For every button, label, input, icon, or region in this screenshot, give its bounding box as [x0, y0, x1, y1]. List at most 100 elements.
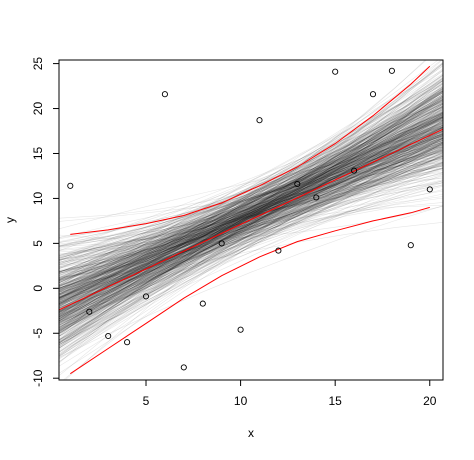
- bootstrap-line: [59, 91, 443, 333]
- bootstrap-line: [59, 102, 443, 334]
- bootstrap-line: [59, 107, 443, 314]
- bootstrap-line: [59, 90, 443, 316]
- bootstrap-line: [59, 95, 443, 349]
- bootstrap-line: [59, 119, 443, 307]
- bootstrap-line: [59, 107, 443, 334]
- bootstrap-line: [59, 127, 443, 238]
- bootstrap-line: [59, 139, 443, 313]
- bootstrap-line: [59, 119, 443, 283]
- bootstrap-line: [59, 93, 443, 331]
- x-tick-label: 5: [143, 394, 150, 408]
- bootstrap-line: [59, 151, 443, 318]
- bootstrap-line: [59, 70, 443, 312]
- bootstrap-line: [59, 142, 443, 281]
- y-tick-label: -10: [31, 369, 45, 387]
- bootstrap-line: [59, 126, 443, 306]
- bootstrap-line: [59, 97, 443, 296]
- bootstrap-line: [59, 123, 443, 288]
- bootstrap-line: [59, 122, 443, 341]
- data-point: [105, 332, 112, 340]
- bootstrap-line: [59, 150, 443, 296]
- bootstrap-line: [59, 146, 443, 286]
- bootstrap-line: [59, 122, 443, 357]
- bootstrap-line: [59, 79, 443, 331]
- bootstrap-line: [59, 149, 443, 299]
- bootstrap-line: [59, 163, 443, 307]
- bootstrap-line: [59, 133, 443, 280]
- bootstrap-line: [59, 119, 443, 292]
- bootstrap-line: [62, 142, 443, 380]
- bootstrap-line: [59, 133, 443, 296]
- bootstrap-line: [59, 162, 443, 314]
- bootstrap-line: [59, 147, 443, 250]
- bootstrap-line: [59, 156, 443, 272]
- bootstrap-line: [59, 151, 443, 333]
- bootstrap-line: [59, 96, 443, 255]
- bootstrap-line: [59, 135, 443, 299]
- bootstrap-line: [59, 178, 443, 320]
- bootstrap-line: [59, 86, 443, 290]
- bootstrap-line: [59, 98, 443, 304]
- bootstrap-line: [59, 193, 443, 263]
- x-axis-label: x: [248, 426, 254, 440]
- bootstrap-line: [59, 171, 443, 265]
- bootstrap-line: [59, 97, 443, 341]
- bootstrap-line: [59, 143, 443, 291]
- bootstrap-line: [59, 116, 443, 364]
- bootstrap-line: [59, 95, 443, 320]
- bootstrap-line: [59, 115, 443, 341]
- bootstrap-line: [59, 143, 443, 298]
- bootstrap-line: [59, 125, 443, 319]
- bootstrap-line: [59, 142, 443, 318]
- bootstrap-line: [59, 140, 443, 268]
- bootstrap-line: [59, 82, 443, 301]
- bootstrap-line: [59, 87, 443, 317]
- bootstrap-line: [59, 142, 443, 329]
- bootstrap-line: [59, 135, 443, 273]
- bootstrap-line: [59, 129, 443, 304]
- bootstrap-line: [59, 112, 443, 280]
- bootstrap-line: [59, 103, 443, 324]
- bootstrap-line: [59, 140, 443, 278]
- bootstrap-line: [59, 103, 443, 283]
- bootstrap-line: [59, 88, 443, 306]
- bootstrap-line: [59, 116, 443, 323]
- bootstrap-line: [59, 140, 443, 349]
- bootstrap-line: [59, 130, 443, 281]
- bootstrap-line: [59, 91, 443, 288]
- bootstrap-line: [59, 92, 443, 349]
- bootstrap-line: [59, 103, 443, 315]
- bootstrap-line: [59, 93, 443, 333]
- bootstrap-line: [59, 182, 443, 271]
- bootstrap-line: [59, 129, 443, 314]
- bootstrap-line: [59, 115, 443, 257]
- bootstrap-line: [59, 180, 443, 295]
- bootstrap-line: [59, 165, 443, 258]
- bootstrap-line: [59, 107, 443, 279]
- bootstrap-line: [59, 113, 443, 306]
- bootstrap-line: [59, 63, 443, 293]
- bootstrap-line: [59, 63, 443, 327]
- y-axis: -10 -5 0 5 10 15 20 25: [31, 57, 59, 387]
- bootstrap-line: [59, 136, 443, 247]
- bootstrap-line: [59, 124, 443, 278]
- bootstrap-line: [59, 114, 443, 296]
- bootstrap-line: [59, 140, 443, 240]
- bootstrap-line: [59, 142, 443, 280]
- bootstrap-line: [59, 106, 443, 322]
- bootstrap-line: [59, 128, 443, 303]
- bootstrap-line: [59, 168, 443, 331]
- bootstrap-line: [59, 146, 443, 335]
- bootstrap-line: [59, 135, 443, 302]
- bootstrap-line: [59, 81, 443, 290]
- red-line-lower-band: [70, 206, 430, 375]
- bootstrap-line: [59, 117, 443, 284]
- bootstrap-line: [59, 62, 443, 307]
- bootstrap-line: [59, 111, 443, 289]
- bootstrap-line: [59, 109, 443, 274]
- bootstrap-line: [59, 222, 443, 301]
- data-point: [199, 300, 206, 307]
- bootstrap-line: [59, 119, 443, 277]
- bootstrap-line: [59, 122, 443, 288]
